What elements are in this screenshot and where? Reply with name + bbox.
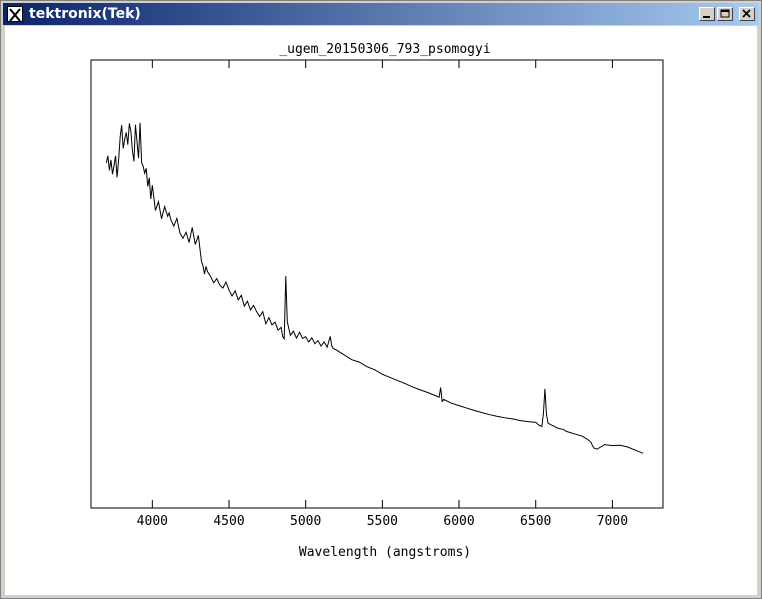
- x-axis-label: Wavelength (angstroms): [299, 545, 471, 560]
- plot-frame: [90, 59, 664, 509]
- x-tick-label: 5000: [290, 514, 321, 529]
- minimize-button[interactable]: [699, 7, 715, 21]
- window-title: tektronix(Tek): [29, 6, 141, 22]
- plot-area: _ugem_20150306_793_psomogyi 4000 4500 5000…: [5, 26, 757, 595]
- maximize-icon: [720, 9, 730, 18]
- x-tick-label: 4000: [137, 514, 168, 529]
- chart-title: _ugem_20150306_793_psomogyi: [279, 42, 490, 57]
- x-tick-label: 6500: [520, 514, 551, 529]
- x-logo-icon[interactable]: [7, 6, 23, 22]
- x-axis: 4000 4500 5000 5500 6000 6500 7000: [137, 60, 628, 529]
- x-tick-label: 5500: [367, 514, 398, 529]
- series-line: [105, 122, 644, 454]
- maximize-button[interactable]: [717, 7, 733, 21]
- spectrum-chart: _ugem_20150306_793_psomogyi 4000 4500 5000…: [90, 42, 664, 560]
- title-bar[interactable]: tektronix(Tek): [3, 3, 759, 25]
- x-tick-label: 7000: [597, 514, 628, 529]
- x-tick-label: 6000: [443, 514, 474, 529]
- minimize-icon: [703, 16, 710, 18]
- x-tick-label: 4500: [213, 514, 244, 529]
- close-icon: [742, 9, 751, 18]
- close-button[interactable]: [739, 7, 755, 21]
